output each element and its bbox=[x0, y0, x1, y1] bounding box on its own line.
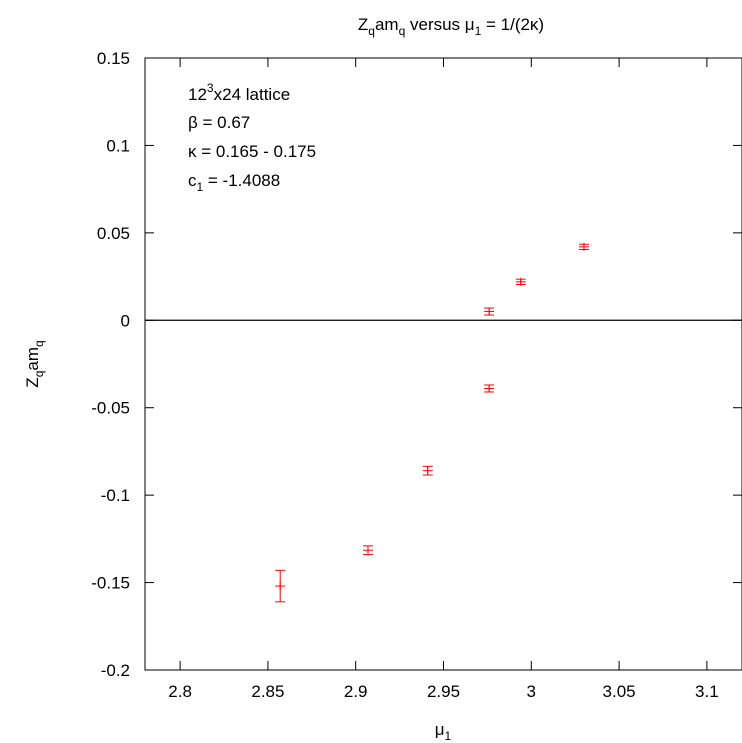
y-tick-label: 0.1 bbox=[106, 136, 130, 155]
axes: -0.2 -0.15 -0.1 -0.05 0 0.05 0.1 0.15 2.8 2.85 2.9… bbox=[91, 49, 742, 701]
x-tick-label: 2.85 bbox=[251, 682, 284, 701]
x-axis-label: μ1 bbox=[435, 720, 452, 743]
data-point bbox=[362, 545, 373, 556]
x-tick-label: 2.9 bbox=[344, 682, 368, 701]
x-tick-label: 3.1 bbox=[695, 682, 719, 701]
data-point bbox=[484, 307, 495, 316]
y-tick-label: -0.2 bbox=[101, 661, 130, 680]
x-tick-label: 3.05 bbox=[603, 682, 636, 701]
x-tick-label: 2.8 bbox=[168, 682, 192, 701]
y-tick-label: 0.05 bbox=[97, 224, 130, 243]
annotation-kappa: κ = 0.165 - 0.175 bbox=[188, 142, 316, 161]
data-point bbox=[578, 242, 589, 251]
y-tick-label: 0.15 bbox=[97, 49, 130, 68]
y-tick-label: -0.05 bbox=[91, 399, 130, 418]
annotation-lattice: 123x24 lattice bbox=[188, 81, 290, 104]
chart-title: Zqamq versus μ1 = 1/(2κ) bbox=[358, 15, 544, 38]
data-point bbox=[484, 384, 495, 393]
y-tick-label: 0 bbox=[121, 311, 130, 330]
annotation-c1: c1 = -1.4088 bbox=[188, 171, 280, 194]
y-tick-label: -0.1 bbox=[101, 486, 130, 505]
x-tick-label: 3 bbox=[527, 682, 536, 701]
annotation-block: 123x24 lattice β = 0.67 κ = 0.165 - 0.17… bbox=[188, 81, 316, 194]
y-axis-label: Zqamq bbox=[23, 340, 46, 387]
annotation-beta: β = 0.67 bbox=[188, 113, 250, 132]
y-tick-label: -0.15 bbox=[91, 574, 130, 593]
data-point bbox=[515, 277, 526, 286]
x-tick-label: 2.95 bbox=[427, 682, 460, 701]
data-point bbox=[422, 465, 433, 476]
data-marks bbox=[275, 242, 589, 603]
data-point bbox=[275, 569, 286, 603]
